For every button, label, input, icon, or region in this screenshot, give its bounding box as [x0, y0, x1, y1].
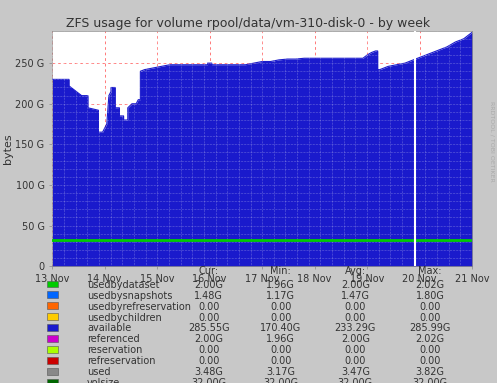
Text: 2.00G: 2.00G — [194, 280, 223, 290]
Text: 0.00: 0.00 — [270, 313, 292, 322]
Text: usedbychildren: usedbychildren — [87, 313, 162, 322]
Text: 0.00: 0.00 — [270, 345, 292, 355]
Text: 0.00: 0.00 — [270, 356, 292, 366]
Text: 2.02G: 2.02G — [415, 334, 444, 344]
Text: Avg:: Avg: — [345, 266, 366, 276]
Text: Max:: Max: — [418, 266, 442, 276]
Text: referenced: referenced — [87, 334, 140, 344]
Text: 1.17G: 1.17G — [266, 291, 295, 301]
Text: 3.17G: 3.17G — [266, 367, 295, 377]
Text: 0.00: 0.00 — [198, 356, 220, 366]
Text: 0.00: 0.00 — [344, 345, 366, 355]
Text: Min:: Min: — [270, 266, 291, 276]
Text: 3.48G: 3.48G — [194, 367, 223, 377]
Text: Cur:: Cur: — [199, 266, 219, 276]
Text: available: available — [87, 323, 131, 334]
Text: RRDTOOL / TOBI OETIKER: RRDTOOL / TOBI OETIKER — [490, 101, 495, 182]
Text: 2.00G: 2.00G — [194, 334, 223, 344]
Text: 1.96G: 1.96G — [266, 280, 295, 290]
Y-axis label: bytes: bytes — [2, 133, 12, 164]
Text: 0.00: 0.00 — [198, 313, 220, 322]
Text: 32.00G: 32.00G — [413, 378, 447, 383]
Text: 0.00: 0.00 — [270, 301, 292, 312]
Text: 170.40G: 170.40G — [260, 323, 301, 334]
Text: 32.00G: 32.00G — [191, 378, 226, 383]
Text: 3.47G: 3.47G — [341, 367, 370, 377]
Text: 1.96G: 1.96G — [266, 334, 295, 344]
Text: 2.00G: 2.00G — [341, 334, 370, 344]
Text: 1.80G: 1.80G — [415, 291, 444, 301]
Text: usedbydataset: usedbydataset — [87, 280, 160, 290]
Text: 2.00G: 2.00G — [341, 280, 370, 290]
Text: 233.29G: 233.29G — [334, 323, 376, 334]
Text: 32.00G: 32.00G — [338, 378, 373, 383]
Text: 3.82G: 3.82G — [415, 367, 444, 377]
Text: 2.02G: 2.02G — [415, 280, 444, 290]
Text: 1.48G: 1.48G — [194, 291, 223, 301]
Text: 32.00G: 32.00G — [263, 378, 298, 383]
Text: 285.99G: 285.99G — [409, 323, 451, 334]
Text: reservation: reservation — [87, 345, 142, 355]
Text: ZFS usage for volume rpool/data/vm-310-disk-0 - by week: ZFS usage for volume rpool/data/vm-310-d… — [67, 17, 430, 30]
Text: 1.47G: 1.47G — [341, 291, 370, 301]
Text: 0.00: 0.00 — [419, 356, 441, 366]
Text: 0.00: 0.00 — [198, 301, 220, 312]
Text: usedbysnapshots: usedbysnapshots — [87, 291, 172, 301]
Text: usedbyrefreservation: usedbyrefreservation — [87, 301, 191, 312]
Text: 0.00: 0.00 — [419, 313, 441, 322]
Text: 0.00: 0.00 — [344, 313, 366, 322]
Text: 0.00: 0.00 — [419, 345, 441, 355]
Text: 0.00: 0.00 — [344, 356, 366, 366]
Text: refreservation: refreservation — [87, 356, 156, 366]
Text: used: used — [87, 367, 110, 377]
Text: 0.00: 0.00 — [419, 301, 441, 312]
Text: 285.55G: 285.55G — [188, 323, 230, 334]
Text: 0.00: 0.00 — [198, 345, 220, 355]
Text: 0.00: 0.00 — [344, 301, 366, 312]
Text: volsize: volsize — [87, 378, 120, 383]
